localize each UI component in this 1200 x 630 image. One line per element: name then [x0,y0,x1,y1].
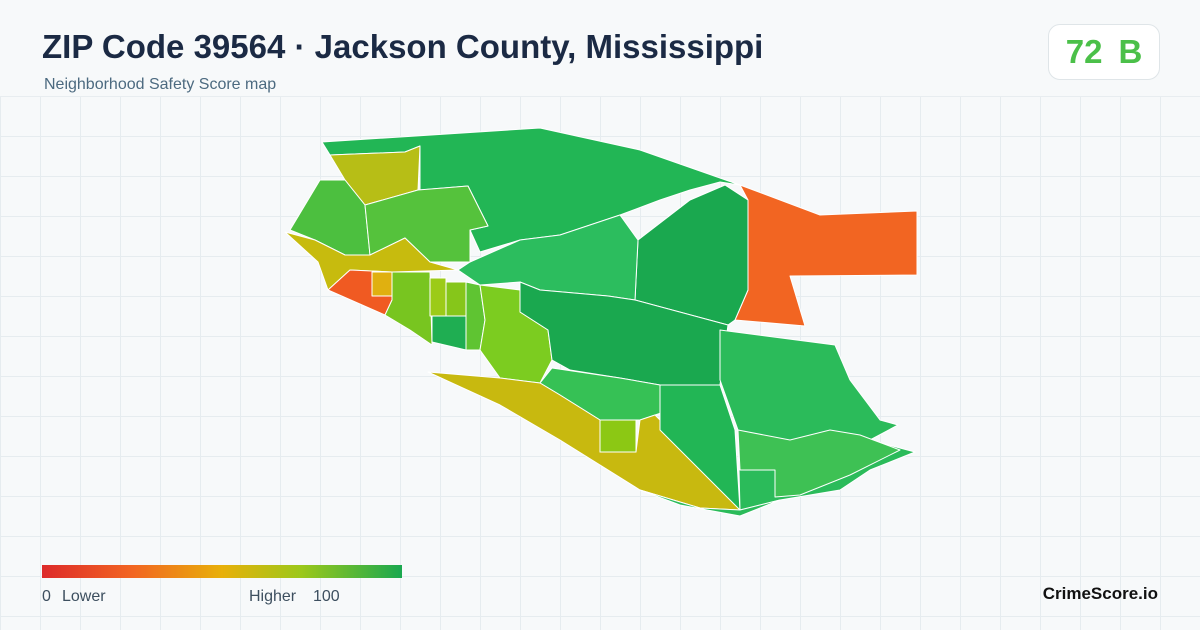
map-region [634,184,749,326]
map-region [384,271,433,346]
brand: CrimeScore.io [1042,584,1158,603]
legend-gradient [42,565,402,578]
map-region [599,419,637,453]
subtitle: Neighborhood Safety Score map [44,76,277,93]
score-badge: 72 B [1048,24,1160,80]
map-region [445,281,467,317]
map-region [734,184,918,327]
map-region [639,489,781,517]
legend-high-label: Higher [249,588,297,605]
map-region [427,371,741,511]
legend-low-label: Lower [62,588,106,605]
map-region [431,315,467,351]
legend-max: 100 [313,588,340,605]
header: ZIP Code 39564 · Jackson County, Mississ… [0,0,1200,97]
score: 72 [1065,33,1103,70]
grade: B [1118,33,1143,70]
map-region [429,277,447,317]
legend-min: 0 [42,588,51,605]
map-region [371,271,393,297]
map-region [737,429,901,498]
map-region [284,231,459,291]
title: ZIP Code 39564 · Jackson County, Mississ… [42,28,764,65]
